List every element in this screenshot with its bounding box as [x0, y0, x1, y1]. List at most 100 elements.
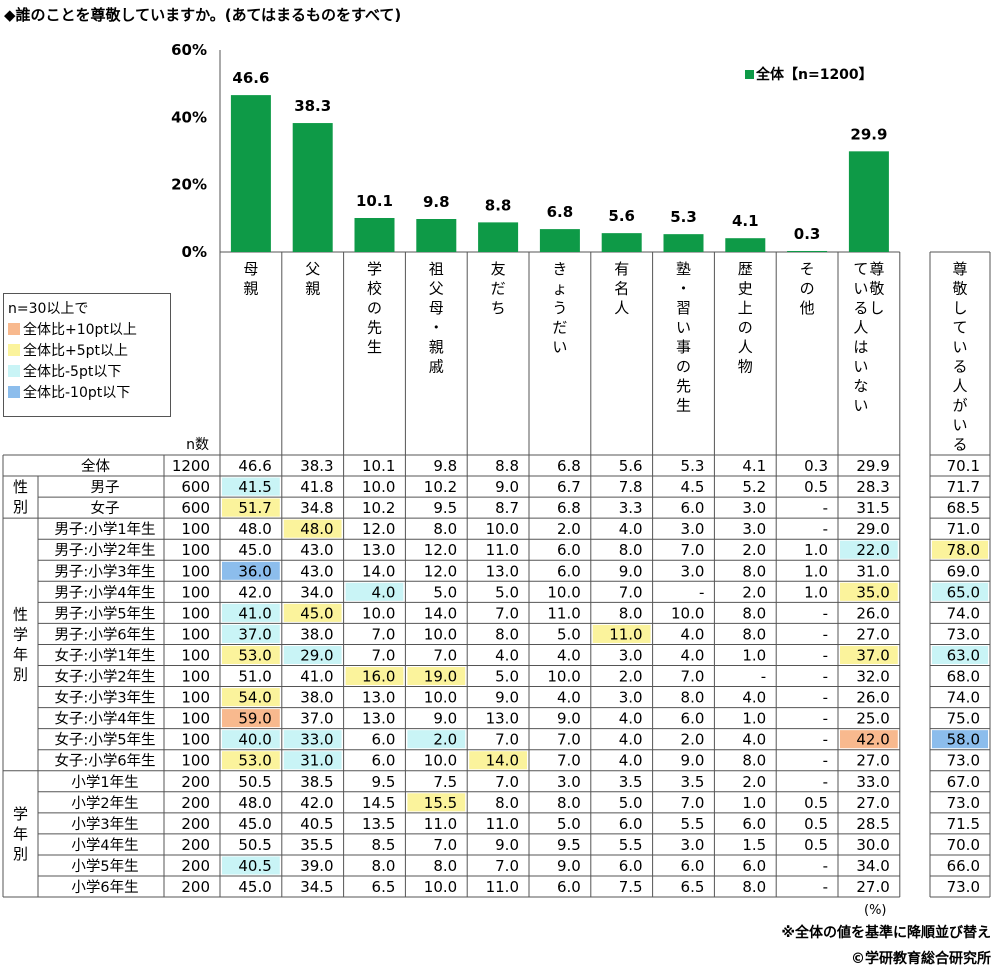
table-cell: 43.0 [300, 541, 333, 559]
table-cell: 9.0 [495, 836, 519, 854]
table-cell: 16.0 [362, 668, 395, 686]
table-cell: 13.0 [362, 710, 395, 728]
table-cell: 6.8 [557, 499, 581, 517]
group-label: 別 [13, 498, 28, 516]
table-cell: - [823, 604, 828, 622]
table-cell: 2.0 [433, 731, 457, 749]
table-cell: 22.0 [856, 541, 889, 559]
table-cell: 4.0 [619, 752, 643, 770]
table-cell: 6.0 [372, 731, 396, 749]
table-cell: 53.0 [238, 752, 271, 770]
table-cell: - [823, 520, 828, 538]
row-label: 女子:小学5年生 [54, 731, 155, 749]
table-cell: 8.0 [742, 562, 766, 580]
highlight-legend-item: 全体比+10pt以上 [8, 318, 166, 339]
table-cell: 3.0 [681, 520, 705, 538]
row-label: 男子:小学6年生 [54, 626, 155, 643]
table-cell: - [823, 625, 828, 643]
row-label: 女子:小学4年生 [54, 710, 155, 728]
table-cell: 8.5 [372, 836, 396, 854]
table-cell: 13.0 [486, 710, 519, 728]
cell-highlight [932, 540, 988, 559]
table-cell: 14.5 [362, 794, 395, 812]
table-cell: 3.5 [619, 773, 643, 791]
bar-chart: 60%40%20%0% 46.638.310.1 9.8 8.8 6.8 5.6 5.3 4… [171, 41, 900, 261]
bar-value-label: 46.6 [232, 69, 269, 87]
y-tick-label: 60% [171, 41, 207, 59]
row-n: 100 [181, 541, 210, 559]
table-cell: 26.0 [856, 689, 889, 707]
legend-swatch-m5 [8, 364, 20, 377]
table-cell: 7.0 [433, 836, 457, 854]
table-cell: 4.0 [557, 689, 581, 707]
cell-highlight [222, 603, 280, 622]
cell-highlight [222, 477, 280, 496]
row-label: 女子:小学1年生 [54, 646, 155, 664]
table-cell: 10.0 [671, 604, 704, 622]
bar-value-label: 5.6 [608, 207, 635, 225]
cell-highlight [283, 730, 342, 749]
table-cell: 41.0 [238, 604, 271, 622]
table-cell: 50.5 [238, 773, 271, 791]
extra-cell: 71.5 [947, 815, 980, 833]
table-cell: 8.0 [372, 857, 396, 875]
row-label: 男子:小学1年生 [54, 521, 155, 538]
table-cell: 8.0 [495, 625, 519, 643]
row-label: 小学2年生 [71, 795, 138, 812]
row-n: 200 [181, 794, 210, 812]
group-label: 年 [13, 645, 28, 663]
table-cell: 7.0 [372, 646, 396, 664]
table-cell: 12.0 [362, 520, 395, 538]
extra-cell: 74.0 [947, 604, 980, 622]
table-cell: 31.0 [300, 752, 333, 770]
table-cell: 9.5 [372, 773, 396, 791]
cell-highlight [222, 645, 280, 664]
table-cell: 37.0 [300, 710, 333, 728]
table-cell: 7.0 [681, 794, 705, 812]
table-cell: 5.0 [619, 794, 643, 812]
table-cell: 14.0 [424, 604, 457, 622]
extra-cell: 74.0 [947, 689, 980, 707]
table-cell: 4.0 [619, 710, 643, 728]
table-cell: 7.5 [433, 773, 457, 791]
table-cell: 28.5 [856, 815, 889, 833]
table-cell: 3.0 [742, 499, 766, 517]
bar [354, 217, 395, 252]
table-cell: - [823, 689, 828, 707]
cell-highlight [932, 582, 988, 601]
cell-highlight [222, 624, 280, 643]
extra-cell: 70.0 [947, 836, 980, 854]
extra-cell: 78.0 [947, 541, 980, 559]
table-cell: 53.0 [238, 646, 271, 664]
table-cell: 41.0 [300, 668, 333, 686]
table-cell: 7.0 [495, 731, 519, 749]
table-cell: 8.0 [557, 794, 581, 812]
cell-highlight [840, 730, 898, 749]
table-cell: 30.0 [856, 836, 889, 854]
table-cell: 1.5 [742, 836, 766, 854]
table-cell: 11.0 [609, 625, 642, 643]
bar [539, 229, 580, 252]
table-cell: 40.5 [300, 815, 333, 833]
table-cell: 3.0 [619, 689, 643, 707]
table-cell: 5.0 [557, 815, 581, 833]
table-cell: 6.0 [681, 710, 705, 728]
row-label: 男子 [91, 479, 120, 496]
table-cell: 8.0 [619, 604, 643, 622]
legend-swatch-m10 [8, 385, 20, 398]
row-label: 小学3年生 [71, 816, 138, 833]
cell-highlight [345, 667, 404, 686]
table-cell: 6.0 [681, 857, 705, 875]
cell-highlight [407, 667, 466, 686]
table-cell: 8.7 [495, 499, 519, 517]
table-cell: 11.0 [486, 815, 519, 833]
table-cell: 5.5 [619, 836, 643, 854]
row-n: 100 [181, 752, 210, 770]
table-cell: 33.0 [856, 773, 889, 791]
table-cell: 5.0 [557, 625, 581, 643]
legend-label-p5: 全体比+5pt以上 [23, 342, 129, 359]
table-cell: 25.0 [856, 710, 889, 728]
table-cell: - [823, 857, 828, 875]
row-n: 200 [181, 857, 210, 875]
table-cell: 10.0 [424, 752, 457, 770]
